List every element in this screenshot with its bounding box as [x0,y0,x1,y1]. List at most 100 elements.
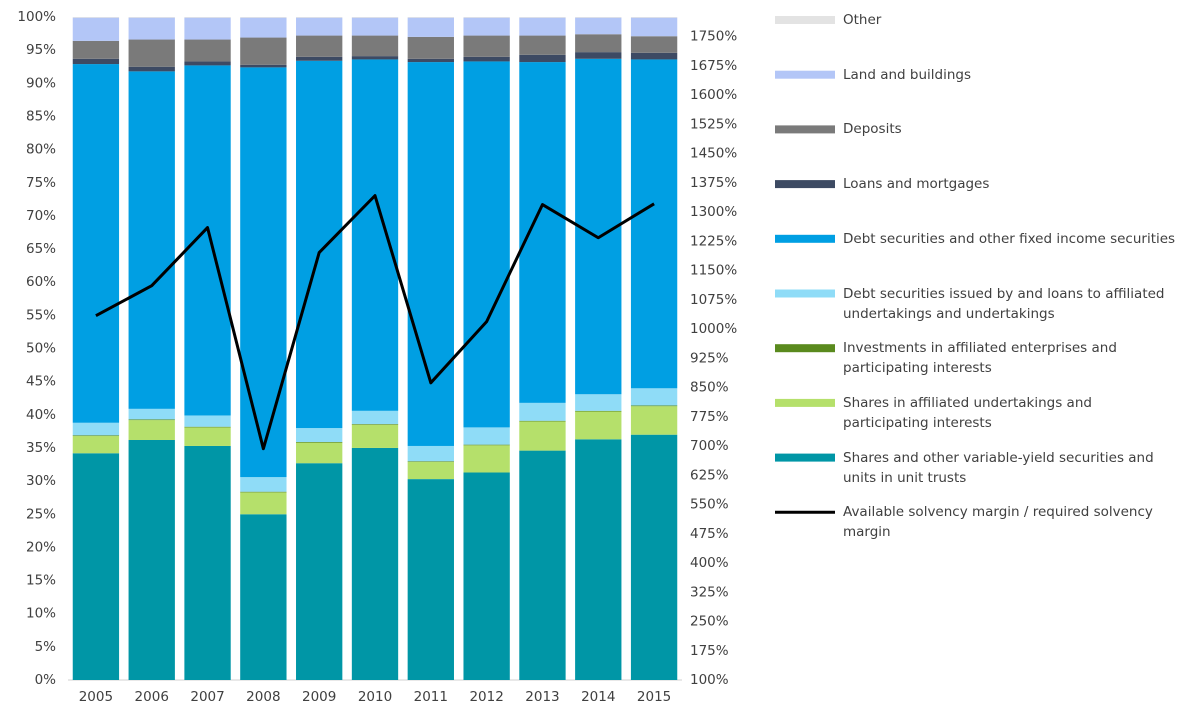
y-tick-label: 80% [26,142,56,158]
y2-tick-label: 1750% [690,29,737,45]
bar-segment [463,472,510,680]
bar-segment [630,17,678,18]
y2-tick-label: 175% [690,643,729,659]
bar-segment [72,453,120,680]
bar-segment [184,39,231,62]
bar-segment [72,436,120,454]
bar-segment [575,439,622,680]
bar-segment [240,491,287,493]
bar-segment [128,39,175,67]
bar-segment [519,421,566,451]
y-tick-label: 95% [26,42,56,58]
bar-segment [351,59,399,411]
legend-swatch [775,398,835,407]
bar-segment [519,450,566,680]
bar-segment [72,40,120,59]
legend-label: Other [843,12,882,28]
bar-segment [240,17,287,38]
y-tick-label: 45% [26,374,56,390]
y-tick-label: 20% [26,539,56,555]
bar-segment [351,410,399,425]
bar-segment [296,60,343,429]
legend-swatch [775,125,835,134]
y2-tick-label: 1150% [690,263,737,279]
bar-segment [351,35,399,57]
bar-segment [407,461,454,462]
bar-segment [72,422,120,436]
x-tick-label: 2009 [302,689,336,705]
bar-segment [407,58,454,63]
bar-segment [351,56,399,60]
y2-tick-label: 850% [690,380,729,396]
bar-segment [519,402,566,421]
bar-segment [407,36,454,59]
y-tick-label: 5% [35,639,57,655]
bar-segment [296,428,343,442]
bar-segment [184,17,231,18]
bar-segment [128,17,175,40]
bar-segment [128,17,175,18]
bar-segment [296,17,343,18]
y-tick-label: 85% [26,108,56,124]
bar-segment [72,435,120,437]
bar-segment [296,441,343,443]
y-tick-label: 35% [26,440,56,456]
bar-segment [296,463,343,680]
y2-tick-label: 1450% [690,146,737,162]
y2-tick-label: 1525% [690,116,737,132]
y-tick-label: 60% [26,274,56,290]
y-tick-label: 30% [26,473,56,489]
bar-segment [575,58,622,395]
y2-tick-label: 1300% [690,204,737,220]
bar-segment [240,514,287,680]
bar-segment [519,62,566,403]
bar-segment [240,477,287,492]
bar-segment [463,56,510,62]
y2-tick-label: 625% [690,467,729,483]
bar-segment [407,479,454,680]
x-tick-label: 2013 [525,689,559,705]
bar-segment [72,64,120,423]
y-tick-label: 15% [26,573,56,589]
bar-segment [240,492,287,515]
bar-segment [407,445,454,462]
bar-segment [630,52,678,60]
bar-segment [463,61,510,428]
bar-segment [72,17,120,41]
bar-segment [519,35,566,55]
y2-tick-label: 925% [690,350,729,366]
legend-label: Loans and mortgages [843,176,990,193]
bar-segment [519,17,566,18]
bar-segment [463,445,510,473]
bar-segment [351,447,399,680]
bar-segment [351,424,399,425]
y-tick-label: 75% [26,175,56,191]
y2-tick-label: 1375% [690,175,737,191]
bar-segment [296,442,343,464]
bar-segment [463,35,510,57]
bar-segment [630,36,678,53]
bar-segment [407,62,454,446]
bar-segment [407,461,454,480]
bar-segment [72,58,120,65]
bar-segment [575,17,622,18]
bar-segment [630,59,678,389]
bar-segment [240,67,287,478]
y2-tick-label: 325% [690,584,729,600]
bar-segment [296,35,343,57]
bar-segment [296,56,343,61]
bar-segment [184,17,231,40]
x-tick-label: 2005 [79,689,113,705]
bar-segment [575,411,622,440]
bar-segment [184,426,231,428]
bar-segment [128,420,175,440]
x-tick-label: 2008 [246,689,280,705]
bar-segment [351,17,399,18]
bar-segment [463,427,510,445]
y2-tick-label: 1225% [690,233,737,249]
y2-tick-label: 775% [690,409,729,425]
legend-label: Debt securities and other fixed income s… [843,230,1176,247]
bar-segment [184,61,231,66]
y2-tick-label: 1000% [690,321,737,337]
